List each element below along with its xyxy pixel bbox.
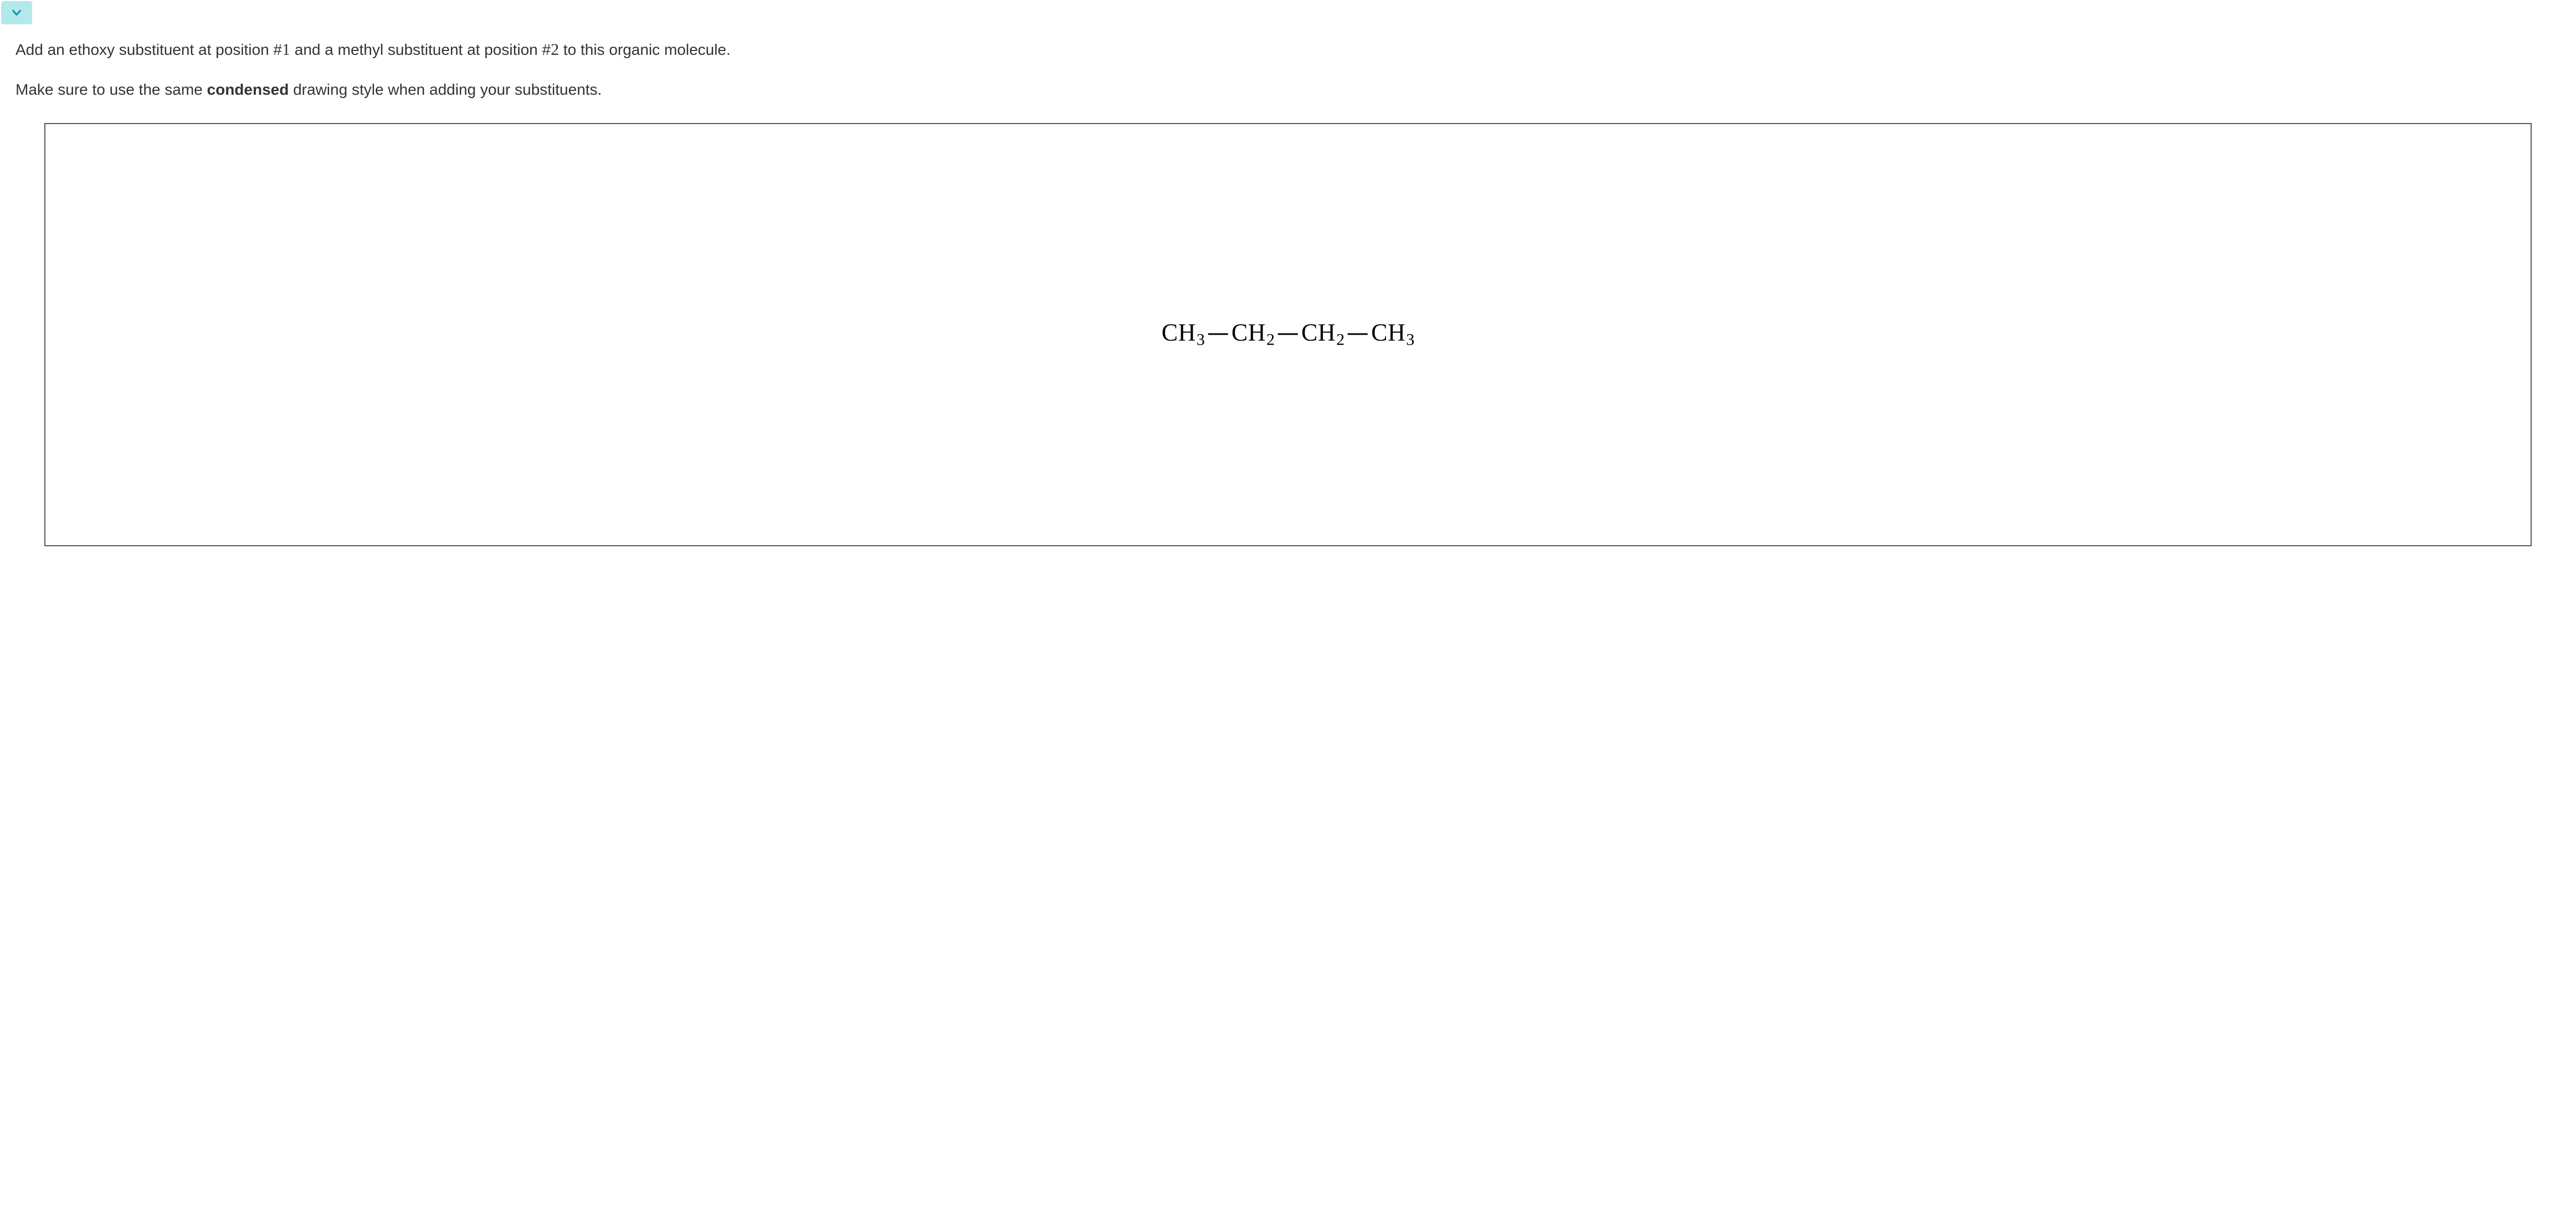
atom-base: CH (1231, 321, 1266, 345)
atom-subscript: 2 (1266, 332, 1275, 348)
prompt-bold: condensed (207, 81, 289, 98)
atom-group: CH3 (1162, 321, 1205, 345)
position-number-1: 1 (282, 40, 290, 59)
atom-base: CH (1371, 321, 1405, 345)
question-prompt: Add an ethoxy substituent at position #1… (0, 24, 2576, 123)
hash-symbol-1: # (273, 41, 282, 58)
prompt-text: and a methyl substituent at position (290, 41, 542, 58)
prompt-line-1: Add an ethoxy substituent at position #1… (16, 38, 2560, 62)
single-bond (1208, 333, 1228, 335)
prompt-text: Make sure to use the same (16, 81, 207, 98)
expand-toggle-button[interactable] (1, 1, 32, 24)
single-bond (1348, 333, 1368, 335)
single-bond (1278, 333, 1298, 335)
atom-group: CH3 (1371, 321, 1414, 345)
atom-subscript: 3 (1197, 332, 1205, 348)
page-root: Add an ethoxy substituent at position #1… (0, 0, 2576, 546)
chevron-down-icon (11, 7, 23, 19)
prompt-text: Add an ethoxy substituent at position (16, 41, 273, 58)
atom-group: CH2 (1231, 321, 1275, 345)
atom-base: CH (1301, 321, 1336, 345)
atom-subscript: 2 (1336, 332, 1345, 348)
prompt-text: to this organic molecule. (559, 41, 731, 58)
atom-base: CH (1162, 321, 1196, 345)
prompt-text: drawing style when adding your substitue… (289, 81, 602, 98)
prompt-line-2: Make sure to use the same condensed draw… (16, 79, 2560, 101)
molecule-structure: CH3 CH2 CH2 CH3 (1162, 321, 1415, 345)
drawing-area-wrap: CH3 CH2 CH2 CH3 (0, 123, 2576, 546)
atom-group: CH2 (1301, 321, 1345, 345)
hash-symbol-2: # (542, 41, 551, 58)
molecule-drawing-canvas[interactable]: CH3 CH2 CH2 CH3 (44, 123, 2532, 546)
position-number-2: 2 (551, 40, 559, 59)
atom-subscript: 3 (1406, 332, 1414, 348)
